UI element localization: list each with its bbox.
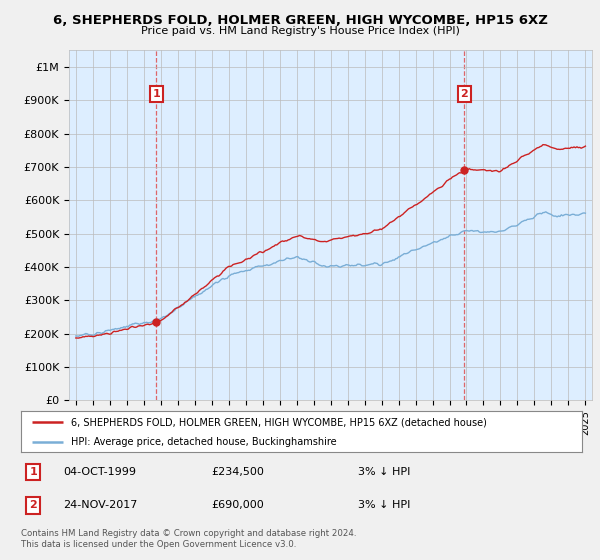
Text: 2: 2 xyxy=(29,501,37,511)
Text: 1: 1 xyxy=(29,467,37,477)
Text: 04-OCT-1999: 04-OCT-1999 xyxy=(63,467,136,477)
Text: 6, SHEPHERDS FOLD, HOLMER GREEN, HIGH WYCOMBE, HP15 6XZ (detached house): 6, SHEPHERDS FOLD, HOLMER GREEN, HIGH WY… xyxy=(71,418,487,427)
Text: 3% ↓ HPI: 3% ↓ HPI xyxy=(358,501,410,511)
Text: 2: 2 xyxy=(460,88,468,99)
Text: This data is licensed under the Open Government Licence v3.0.: This data is licensed under the Open Gov… xyxy=(21,540,296,549)
Text: 1: 1 xyxy=(152,88,160,99)
Text: 24-NOV-2017: 24-NOV-2017 xyxy=(63,501,137,511)
Text: £234,500: £234,500 xyxy=(212,467,265,477)
Text: Contains HM Land Registry data © Crown copyright and database right 2024.: Contains HM Land Registry data © Crown c… xyxy=(21,529,356,538)
Text: £690,000: £690,000 xyxy=(212,501,265,511)
Text: HPI: Average price, detached house, Buckinghamshire: HPI: Average price, detached house, Buck… xyxy=(71,437,337,447)
Text: 3% ↓ HPI: 3% ↓ HPI xyxy=(358,467,410,477)
Text: Price paid vs. HM Land Registry's House Price Index (HPI): Price paid vs. HM Land Registry's House … xyxy=(140,26,460,36)
Text: 6, SHEPHERDS FOLD, HOLMER GREEN, HIGH WYCOMBE, HP15 6XZ: 6, SHEPHERDS FOLD, HOLMER GREEN, HIGH WY… xyxy=(53,14,547,27)
